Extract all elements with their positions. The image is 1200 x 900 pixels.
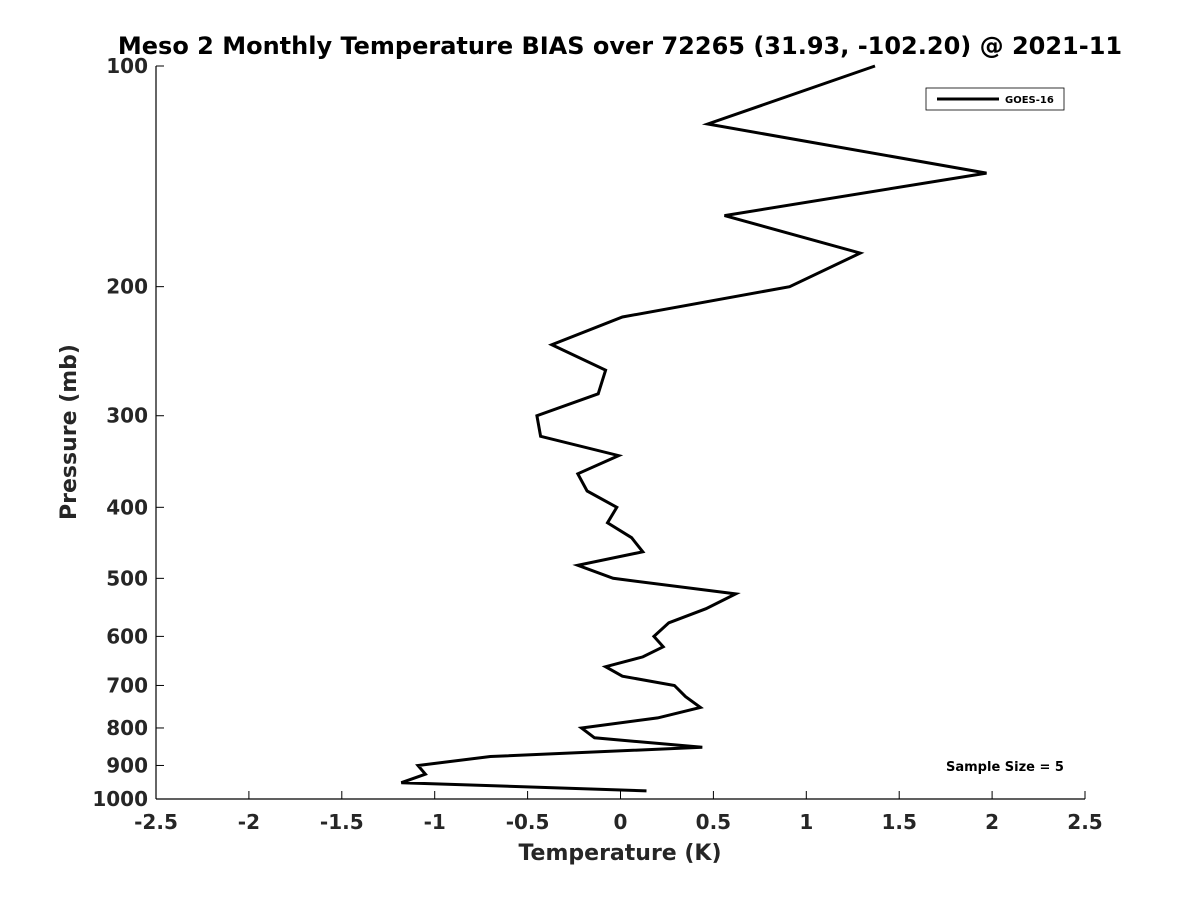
x-tick-label: -2 — [238, 810, 260, 834]
x-axis-label: Temperature (K) — [518, 841, 721, 866]
y-axis-ticks: 100 200 300 400 500 600 700 800 900 1000 — [92, 54, 164, 811]
y-tick-label: 700 — [106, 673, 148, 697]
y-tick-label: 500 — [106, 566, 148, 590]
series-layer — [400, 64, 987, 793]
y-tick-label: 200 — [106, 275, 148, 299]
y-tick-label: 400 — [106, 495, 148, 519]
x-tick-label: -1.5 — [320, 810, 364, 834]
sample-size-annotation: Sample Size = 5 — [946, 760, 1064, 775]
y-tick-label: 900 — [106, 753, 148, 777]
y-tick-label: 800 — [106, 716, 148, 740]
x-tick-label: -2.5 — [134, 810, 178, 834]
y-axis-label: Pressure (mb) — [57, 344, 82, 520]
y-tick-label: 300 — [106, 404, 148, 428]
x-tick-label: -0.5 — [506, 810, 550, 834]
chart-title: Meso 2 Monthly Temperature BIAS over 722… — [118, 32, 1122, 60]
x-axis-ticks: -2.5 -2 -1.5 -1 -0.5 0 0.5 1 1.5 2 2.5 — [134, 791, 1103, 834]
legend: GOES-16 — [925, 87, 1065, 111]
x-tick-label: 1.5 — [881, 810, 916, 834]
x-tick-label: 1 — [799, 810, 813, 834]
legend-label: GOES-16 — [1005, 95, 1054, 106]
x-tick-label: -1 — [424, 810, 446, 834]
x-tick-label: 2 — [985, 810, 999, 834]
x-tick-label: 0 — [614, 810, 628, 834]
y-tick-label: 100 — [106, 54, 148, 78]
series-line-goes-16 — [400, 64, 987, 793]
y-tick-label: 1000 — [92, 787, 148, 811]
x-tick-label: 2.5 — [1067, 810, 1102, 834]
x-tick-label: 0.5 — [696, 810, 731, 834]
y-tick-label: 600 — [106, 624, 148, 648]
